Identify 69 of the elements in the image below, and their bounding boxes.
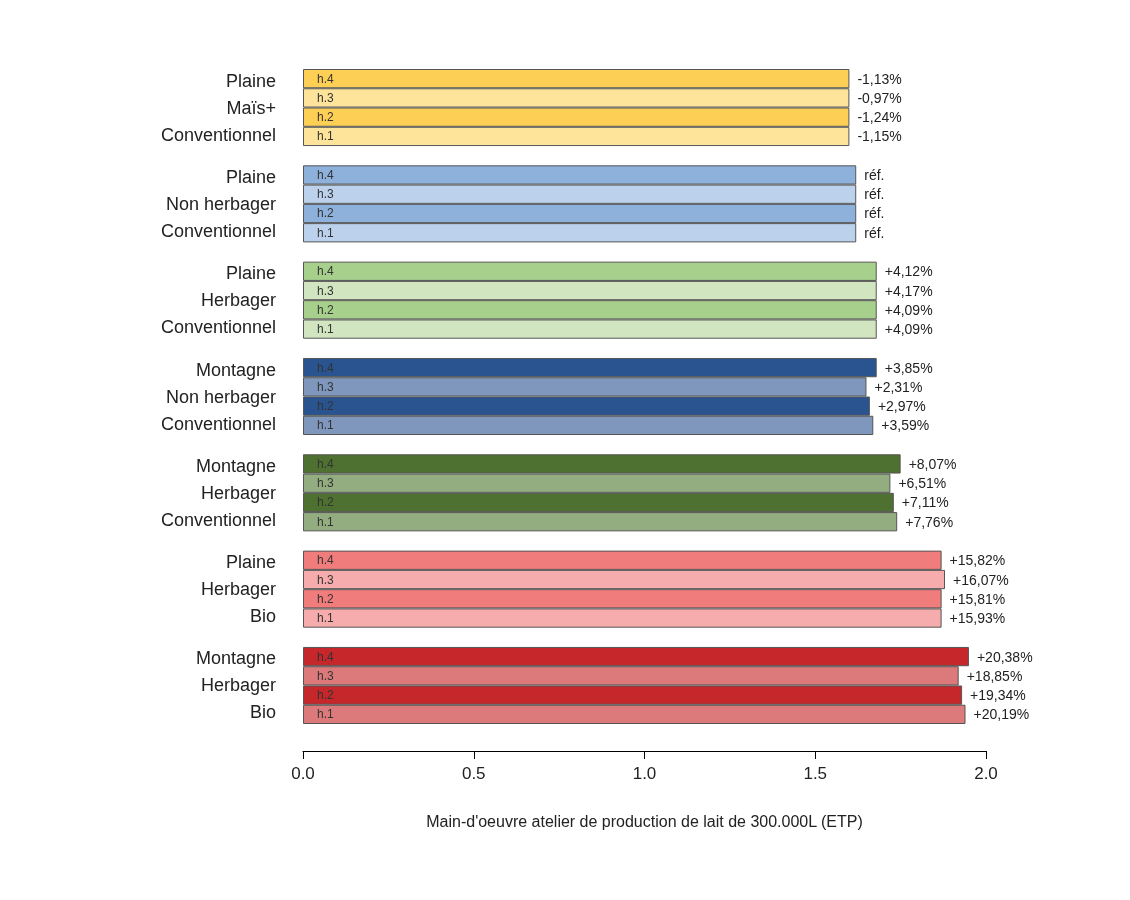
y-tick-label: h.4 xyxy=(317,456,335,471)
annotation: +16,07% xyxy=(953,571,1009,588)
x-tick-label: 0.0 xyxy=(291,764,315,783)
annotation: +2,31% xyxy=(874,378,923,395)
y-tick-label: h.1 xyxy=(317,225,335,240)
y-tick-label: h.3 xyxy=(317,283,335,298)
text: Plaine Non herbager Conventionnel xyxy=(160,166,276,241)
annotation: +4,09% xyxy=(884,301,933,318)
y-tick-label: h.1 xyxy=(317,322,335,337)
text: Montagne Herbager Conventionnel xyxy=(160,455,276,530)
y-tick-label: h.3 xyxy=(317,90,335,105)
x-tick-label: 1.5 xyxy=(803,764,828,783)
y-tick-label: h.2 xyxy=(317,495,335,510)
y-tick-label: h.3 xyxy=(317,668,335,683)
y-tick-label: h.2 xyxy=(317,110,335,125)
y-tick-label: h.1 xyxy=(317,611,335,626)
y-tick-label: h.3 xyxy=(317,476,335,491)
annotation: -1,15% xyxy=(857,128,902,145)
annotation: réf. xyxy=(864,166,885,183)
annotation: +20,38% xyxy=(976,648,1033,665)
text: Plaine Maïs+ Conventionnel xyxy=(160,70,276,145)
y-tick-label: h.4 xyxy=(317,264,335,279)
y-tick-label: h.1 xyxy=(317,514,335,529)
annotation: +18,85% xyxy=(966,667,1023,684)
annotation: +3,59% xyxy=(881,417,930,434)
annotation: +7,11% xyxy=(901,494,949,511)
y-tick-label: h.2 xyxy=(317,591,335,606)
y-tick-label: h.4 xyxy=(317,167,335,182)
annotation: +4,12% xyxy=(884,263,933,280)
annotation: +8,07% xyxy=(908,455,957,472)
x-tick-label: 1.0 xyxy=(632,764,657,783)
y-tick-label: h.2 xyxy=(317,302,335,317)
text: Plaine Herbager Conventionnel xyxy=(160,263,276,338)
y-tick-label: h.4 xyxy=(317,71,335,86)
y-tick-label: h.3 xyxy=(317,187,335,202)
y-tick-label: h.2 xyxy=(317,399,335,414)
x-axis-title: Main-d'oeuvre atelier de production de lait de 300.000L (ETP) xyxy=(426,812,863,830)
annotation: +4,09% xyxy=(884,321,933,338)
annotation: +3,85% xyxy=(884,359,933,376)
annotation: -1,13% xyxy=(857,70,902,87)
y-tick-label: h.1 xyxy=(317,418,335,433)
annotation: +19,34% xyxy=(970,687,1026,704)
y-tick-label: h.4 xyxy=(317,360,335,375)
text: Plaine Herbager Bio xyxy=(200,552,276,627)
y-tick-label: h.4 xyxy=(317,649,335,664)
annotation: +4,17% xyxy=(884,282,933,299)
y-tick-label: h.2 xyxy=(317,206,335,221)
annotation: +6,51% xyxy=(898,475,947,492)
y-tick-label: h.4 xyxy=(317,553,335,568)
annotation: réf. xyxy=(864,186,885,203)
annotation: +15,93% xyxy=(949,610,1006,627)
annotation: +2,97% xyxy=(877,398,926,415)
y-tick-label: h.1 xyxy=(317,707,335,722)
x-tick-label: 0.5 xyxy=(461,764,486,783)
y-tick-label: h.1 xyxy=(317,129,335,144)
y-tick-label: h.3 xyxy=(317,572,335,587)
annotation: +7,76% xyxy=(905,513,954,530)
text: Montagne Herbager Bio xyxy=(195,648,276,723)
annotation: +20,19% xyxy=(973,706,1030,723)
annotation: +15,82% xyxy=(949,552,1006,569)
y-tick-label: h.2 xyxy=(317,688,335,703)
annotation: réf. xyxy=(864,205,885,222)
text: Montagne Non herbager Conventionnel xyxy=(160,359,276,434)
annotation: réf. xyxy=(864,224,885,241)
annotation: -0,97% xyxy=(857,89,902,106)
annotation: +15,81% xyxy=(949,590,1006,607)
x-tick-label: 2.0 xyxy=(974,764,998,783)
y-tick-label: h.3 xyxy=(317,379,335,394)
annotation: -1,24% xyxy=(857,109,902,126)
